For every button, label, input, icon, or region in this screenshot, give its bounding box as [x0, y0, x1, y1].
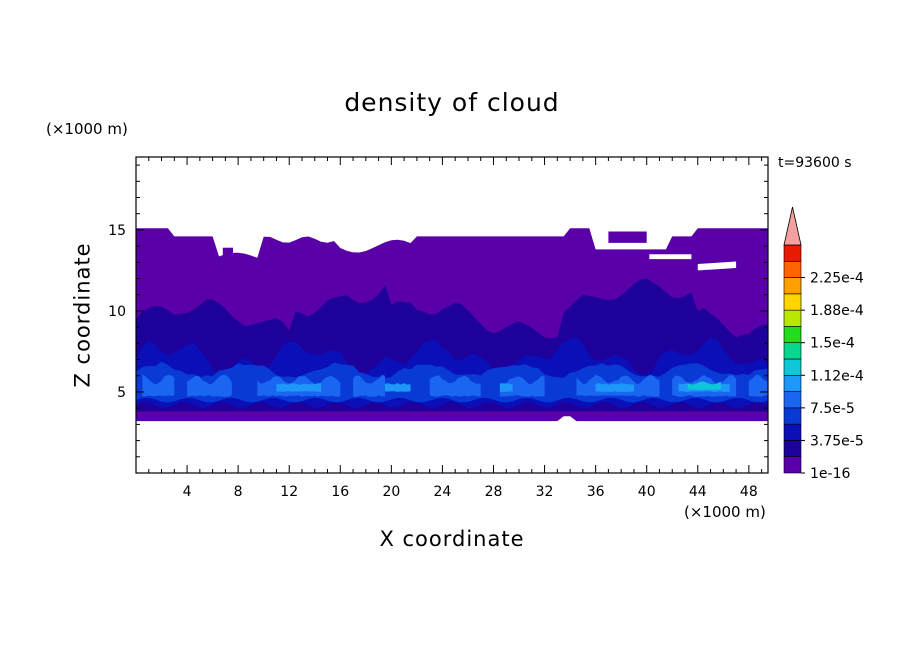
x-axis-unit: (×1000 m): [684, 503, 766, 521]
contour-level-6: [687, 381, 721, 390]
x-tick-label: 48: [740, 484, 758, 500]
clear-gap: [697, 261, 737, 271]
colorbar-swatch: [783, 391, 802, 409]
x-tick-label: 36: [587, 484, 605, 500]
colorbar-swatch: [783, 260, 802, 278]
contour-patch: [608, 231, 647, 243]
contour-level-4: [187, 374, 232, 397]
colorbar-swatch: [783, 293, 802, 311]
colorbar: 1e-16 3.75e-5 7.5e-5 1.12e-4 1.5e-4 1.88e-4 2.…: [783, 206, 864, 482]
x-tick-label: 32: [536, 484, 554, 500]
contour-level-5: [595, 383, 634, 392]
x-axis-label: X coordinate: [379, 527, 525, 551]
x-tick-label: 8: [234, 484, 243, 500]
y-tick-label: 5: [117, 385, 126, 401]
x-tick-label: 16: [331, 484, 349, 500]
x-tick-label: 28: [485, 484, 503, 500]
y-tick-label: 15: [108, 223, 126, 239]
x-tick-label: 20: [382, 484, 400, 500]
y-tick-label: 10: [108, 304, 126, 320]
x-tick-label: 4: [183, 484, 192, 500]
colorbar-label: 7.5e-5: [810, 401, 855, 417]
colorbar-swatch: [783, 358, 802, 376]
y-axis: 5 10 15: [108, 164, 768, 458]
colorbar-label: 1.88e-4: [810, 303, 864, 319]
x-tick-label: 44: [689, 484, 707, 500]
x-axis: 4 8 12 16 20 24 28 32 36 40 44 48: [148, 157, 763, 500]
contour-level-4: [142, 374, 175, 397]
colorbar-swatch: [783, 374, 802, 392]
contour-level-5: [499, 383, 513, 392]
x-tick-label: 24: [434, 484, 452, 500]
y-axis-unit: (×1000 m): [46, 120, 128, 138]
colorbar-swatch: [783, 407, 802, 425]
colorbar-swatch: [783, 456, 802, 474]
colorbar-swatch: [783, 326, 802, 344]
colorbar-label: 1.12e-4: [810, 368, 864, 384]
colorbar-swatch: [783, 309, 802, 327]
colorbar-swatch: [783, 342, 802, 360]
colorbar-swatch: [783, 423, 802, 441]
colorbar-swatch: [783, 244, 802, 262]
contour-level-4: [429, 375, 481, 397]
clear-gap: [649, 254, 692, 260]
contour-level-5: [276, 383, 322, 392]
colorbar-label: 1e-16: [810, 466, 850, 482]
colorbar-label: 3.75e-5: [810, 433, 864, 449]
plot-frame: [135, 156, 769, 474]
contour-level-5: [385, 383, 411, 392]
colorbar-swatch: [783, 277, 802, 295]
contour-patch: [222, 247, 233, 256]
colorbar-swatch: [783, 440, 802, 458]
contour-level-4: [353, 374, 385, 397]
colorbar-label: 2.25e-4: [810, 271, 864, 287]
x-tick-label: 40: [638, 484, 656, 500]
chart-title: density of cloud: [344, 88, 560, 117]
x-tick-label: 12: [280, 484, 298, 500]
contour-level-4: [748, 374, 768, 397]
colorbar-extend-arrow: [783, 206, 802, 246]
contour-field: [136, 228, 768, 422]
colorbar-label: 1.5e-4: [810, 336, 855, 352]
time-label: t=93600 s: [778, 155, 852, 171]
